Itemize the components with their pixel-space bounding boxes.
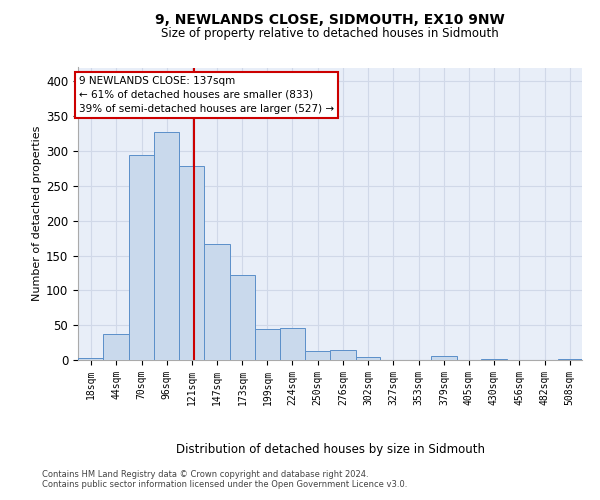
- Text: 9, NEWLANDS CLOSE, SIDMOUTH, EX10 9NW: 9, NEWLANDS CLOSE, SIDMOUTH, EX10 9NW: [155, 12, 505, 26]
- Text: Contains public sector information licensed under the Open Government Licence v3: Contains public sector information licen…: [42, 480, 407, 489]
- Bar: [255, 328, 280, 360]
- Text: 9 NEWLANDS CLOSE: 137sqm
← 61% of detached houses are smaller (833)
39% of semi-: 9 NEWLANDS CLOSE: 137sqm ← 61% of detach…: [79, 76, 334, 114]
- Bar: [280, 328, 305, 360]
- Text: Distribution of detached houses by size in Sidmouth: Distribution of detached houses by size …: [176, 442, 485, 456]
- Bar: [305, 351, 331, 360]
- Bar: [431, 356, 457, 360]
- Bar: [356, 357, 380, 360]
- Bar: [129, 154, 154, 360]
- Bar: [481, 358, 506, 360]
- Bar: [179, 166, 204, 360]
- Bar: [204, 244, 230, 360]
- Text: Size of property relative to detached houses in Sidmouth: Size of property relative to detached ho…: [161, 28, 499, 40]
- Bar: [154, 132, 179, 360]
- Bar: [103, 334, 129, 360]
- Bar: [331, 350, 356, 360]
- Bar: [78, 358, 103, 360]
- Bar: [230, 275, 255, 360]
- Bar: [557, 358, 582, 360]
- Y-axis label: Number of detached properties: Number of detached properties: [32, 126, 42, 302]
- Text: Contains HM Land Registry data © Crown copyright and database right 2024.: Contains HM Land Registry data © Crown c…: [42, 470, 368, 479]
